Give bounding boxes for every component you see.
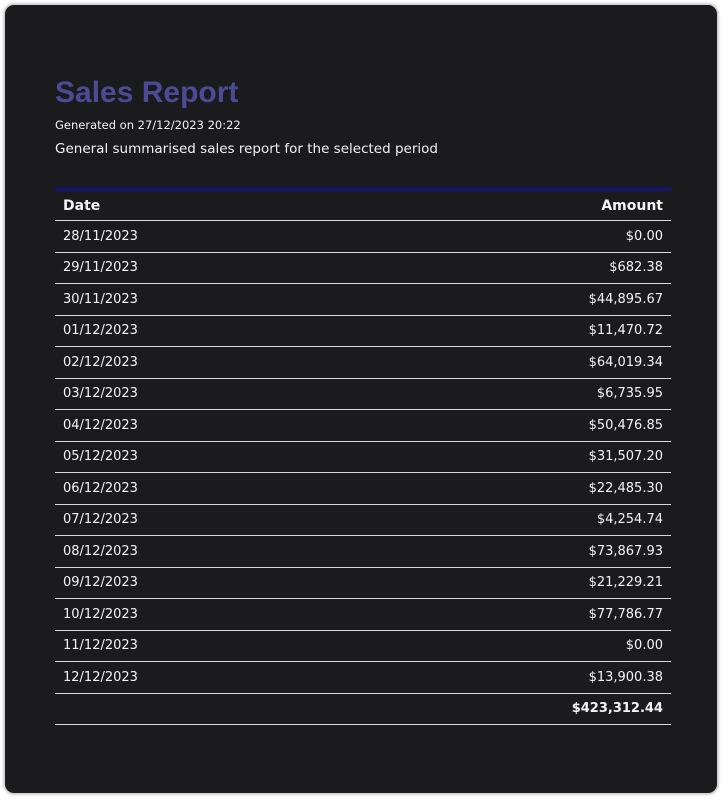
row-date: 30/11/2023 <box>55 283 338 316</box>
table-row: 07/12/2023 $4,254.74 <box>55 504 671 536</box>
generated-timestamp: Generated on 27/12/2023 20:22 <box>55 118 241 132</box>
row-amount: $44,895.67 <box>337 283 671 316</box>
row-amount: $73,867.93 <box>337 535 671 568</box>
row-date: 03/12/2023 <box>55 378 338 410</box>
report-content: Sales Report Generated on 27/12/2023 20:… <box>55 75 671 725</box>
row-date: 08/12/2023 <box>55 535 338 568</box>
table-row: 11/12/2023 $0.00 <box>55 630 671 662</box>
report-window: Sales Report Generated on 27/12/2023 20:… <box>4 4 718 794</box>
row-amount: $11,470.72 <box>337 315 671 347</box>
row-date: 02/12/2023 <box>55 346 338 379</box>
amount-column-header[interactable]: Amount <box>601 197 663 214</box>
row-amount: $4,254.74 <box>337 504 671 536</box>
row-amount: $0.00 <box>337 630 671 662</box>
row-amount: $64,019.34 <box>337 346 671 379</box>
page-title: Sales Report <box>55 76 239 109</box>
table-row: 01/12/2023 $11,470.72 <box>55 315 671 347</box>
table-row: 10/12/2023 $77,786.77 <box>55 598 671 631</box>
table-row: 12/12/2023 $13,900.38 <box>55 661 671 694</box>
table-row: 28/11/2023 $0.00 <box>55 220 671 253</box>
row-amount: $31,507.20 <box>337 441 671 473</box>
row-date: 12/12/2023 <box>55 661 338 694</box>
total-row: $423,312.44 <box>55 693 671 725</box>
table-row: 04/12/2023 $50,476.85 <box>55 409 671 442</box>
table-header-row: Date Amount <box>55 189 671 221</box>
row-date: 07/12/2023 <box>55 504 338 536</box>
table-row: 09/12/2023 $21,229.21 <box>55 567 671 599</box>
row-date: 28/11/2023 <box>55 220 338 253</box>
table-row: 03/12/2023 $6,735.95 <box>55 378 671 410</box>
table-row: 02/12/2023 $64,019.34 <box>55 346 671 379</box>
date-column-header[interactable]: Date <box>63 197 101 214</box>
table-row: 06/12/2023 $22,485.30 <box>55 472 671 505</box>
total-label-cell <box>55 693 338 725</box>
row-amount: $6,735.95 <box>337 378 671 410</box>
row-date: 09/12/2023 <box>55 567 338 599</box>
total-amount: $423,312.44 <box>337 693 671 725</box>
table-row: 30/11/2023 $44,895.67 <box>55 283 671 316</box>
row-date: 06/12/2023 <box>55 472 338 505</box>
row-amount: $50,476.85 <box>337 409 671 442</box>
row-amount: $0.00 <box>337 220 671 253</box>
table-row: 05/12/2023 $31,507.20 <box>55 441 671 473</box>
row-date: 11/12/2023 <box>55 630 338 662</box>
table-row: 29/11/2023 $682.38 <box>55 252 671 284</box>
table-row: 08/12/2023 $73,867.93 <box>55 535 671 568</box>
row-amount: $13,900.38 <box>337 661 671 694</box>
row-date: 29/11/2023 <box>55 252 338 284</box>
report-description: General summarised sales report for the … <box>55 141 438 157</box>
row-date: 01/12/2023 <box>55 315 338 347</box>
row-date: 04/12/2023 <box>55 409 338 442</box>
sales-table: Date Amount 28/11/2023 $0.00 29/11/2023 … <box>55 187 671 725</box>
row-amount: $77,786.77 <box>337 598 671 631</box>
row-amount: $21,229.21 <box>337 567 671 599</box>
row-date: 10/12/2023 <box>55 598 338 631</box>
row-amount: $682.38 <box>337 252 671 284</box>
row-amount: $22,485.30 <box>337 472 671 505</box>
row-date: 05/12/2023 <box>55 441 338 473</box>
